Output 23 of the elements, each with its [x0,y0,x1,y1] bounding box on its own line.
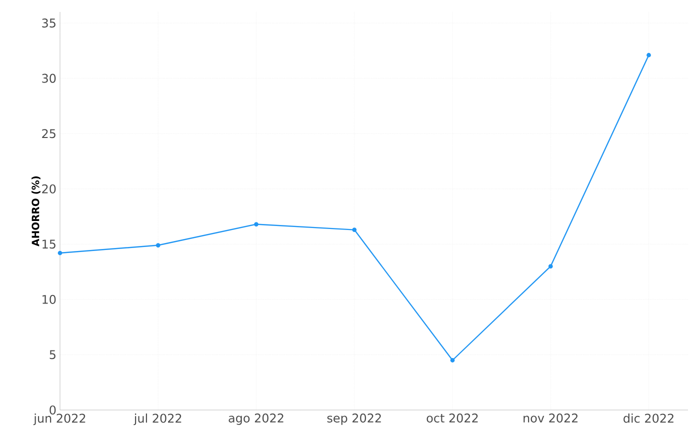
y-tick-label: 10 [42,294,56,304]
point [646,52,651,58]
x-tick-label: jul 2022 [134,414,182,426]
point [156,243,160,248]
point [58,250,62,256]
point [254,222,258,226]
point [352,228,357,232]
x-tick-label: nov 2022 [524,414,578,423]
point [450,358,455,362]
x-tick-label: dic 2022 [624,414,674,423]
y-tick-label: 30 [42,74,56,83]
x-tick-label: jun 2022 [33,414,86,426]
y-tick-label: 0 [50,405,56,415]
y-tick-label: 15 [42,240,56,249]
point [548,264,553,268]
y-tick-label: 5 [50,350,56,360]
x-tick-label: oct 2022 [426,414,478,423]
x-tick-label: ago 2022 [228,414,284,425]
y-axis-title: AHORRO (%) [32,176,40,246]
x-tick-label: sep 2022 [327,414,381,425]
y-tick-label: 35 [42,18,56,28]
y-tick-label: 25 [42,129,56,138]
y-tick-label: 20 [42,184,56,194]
